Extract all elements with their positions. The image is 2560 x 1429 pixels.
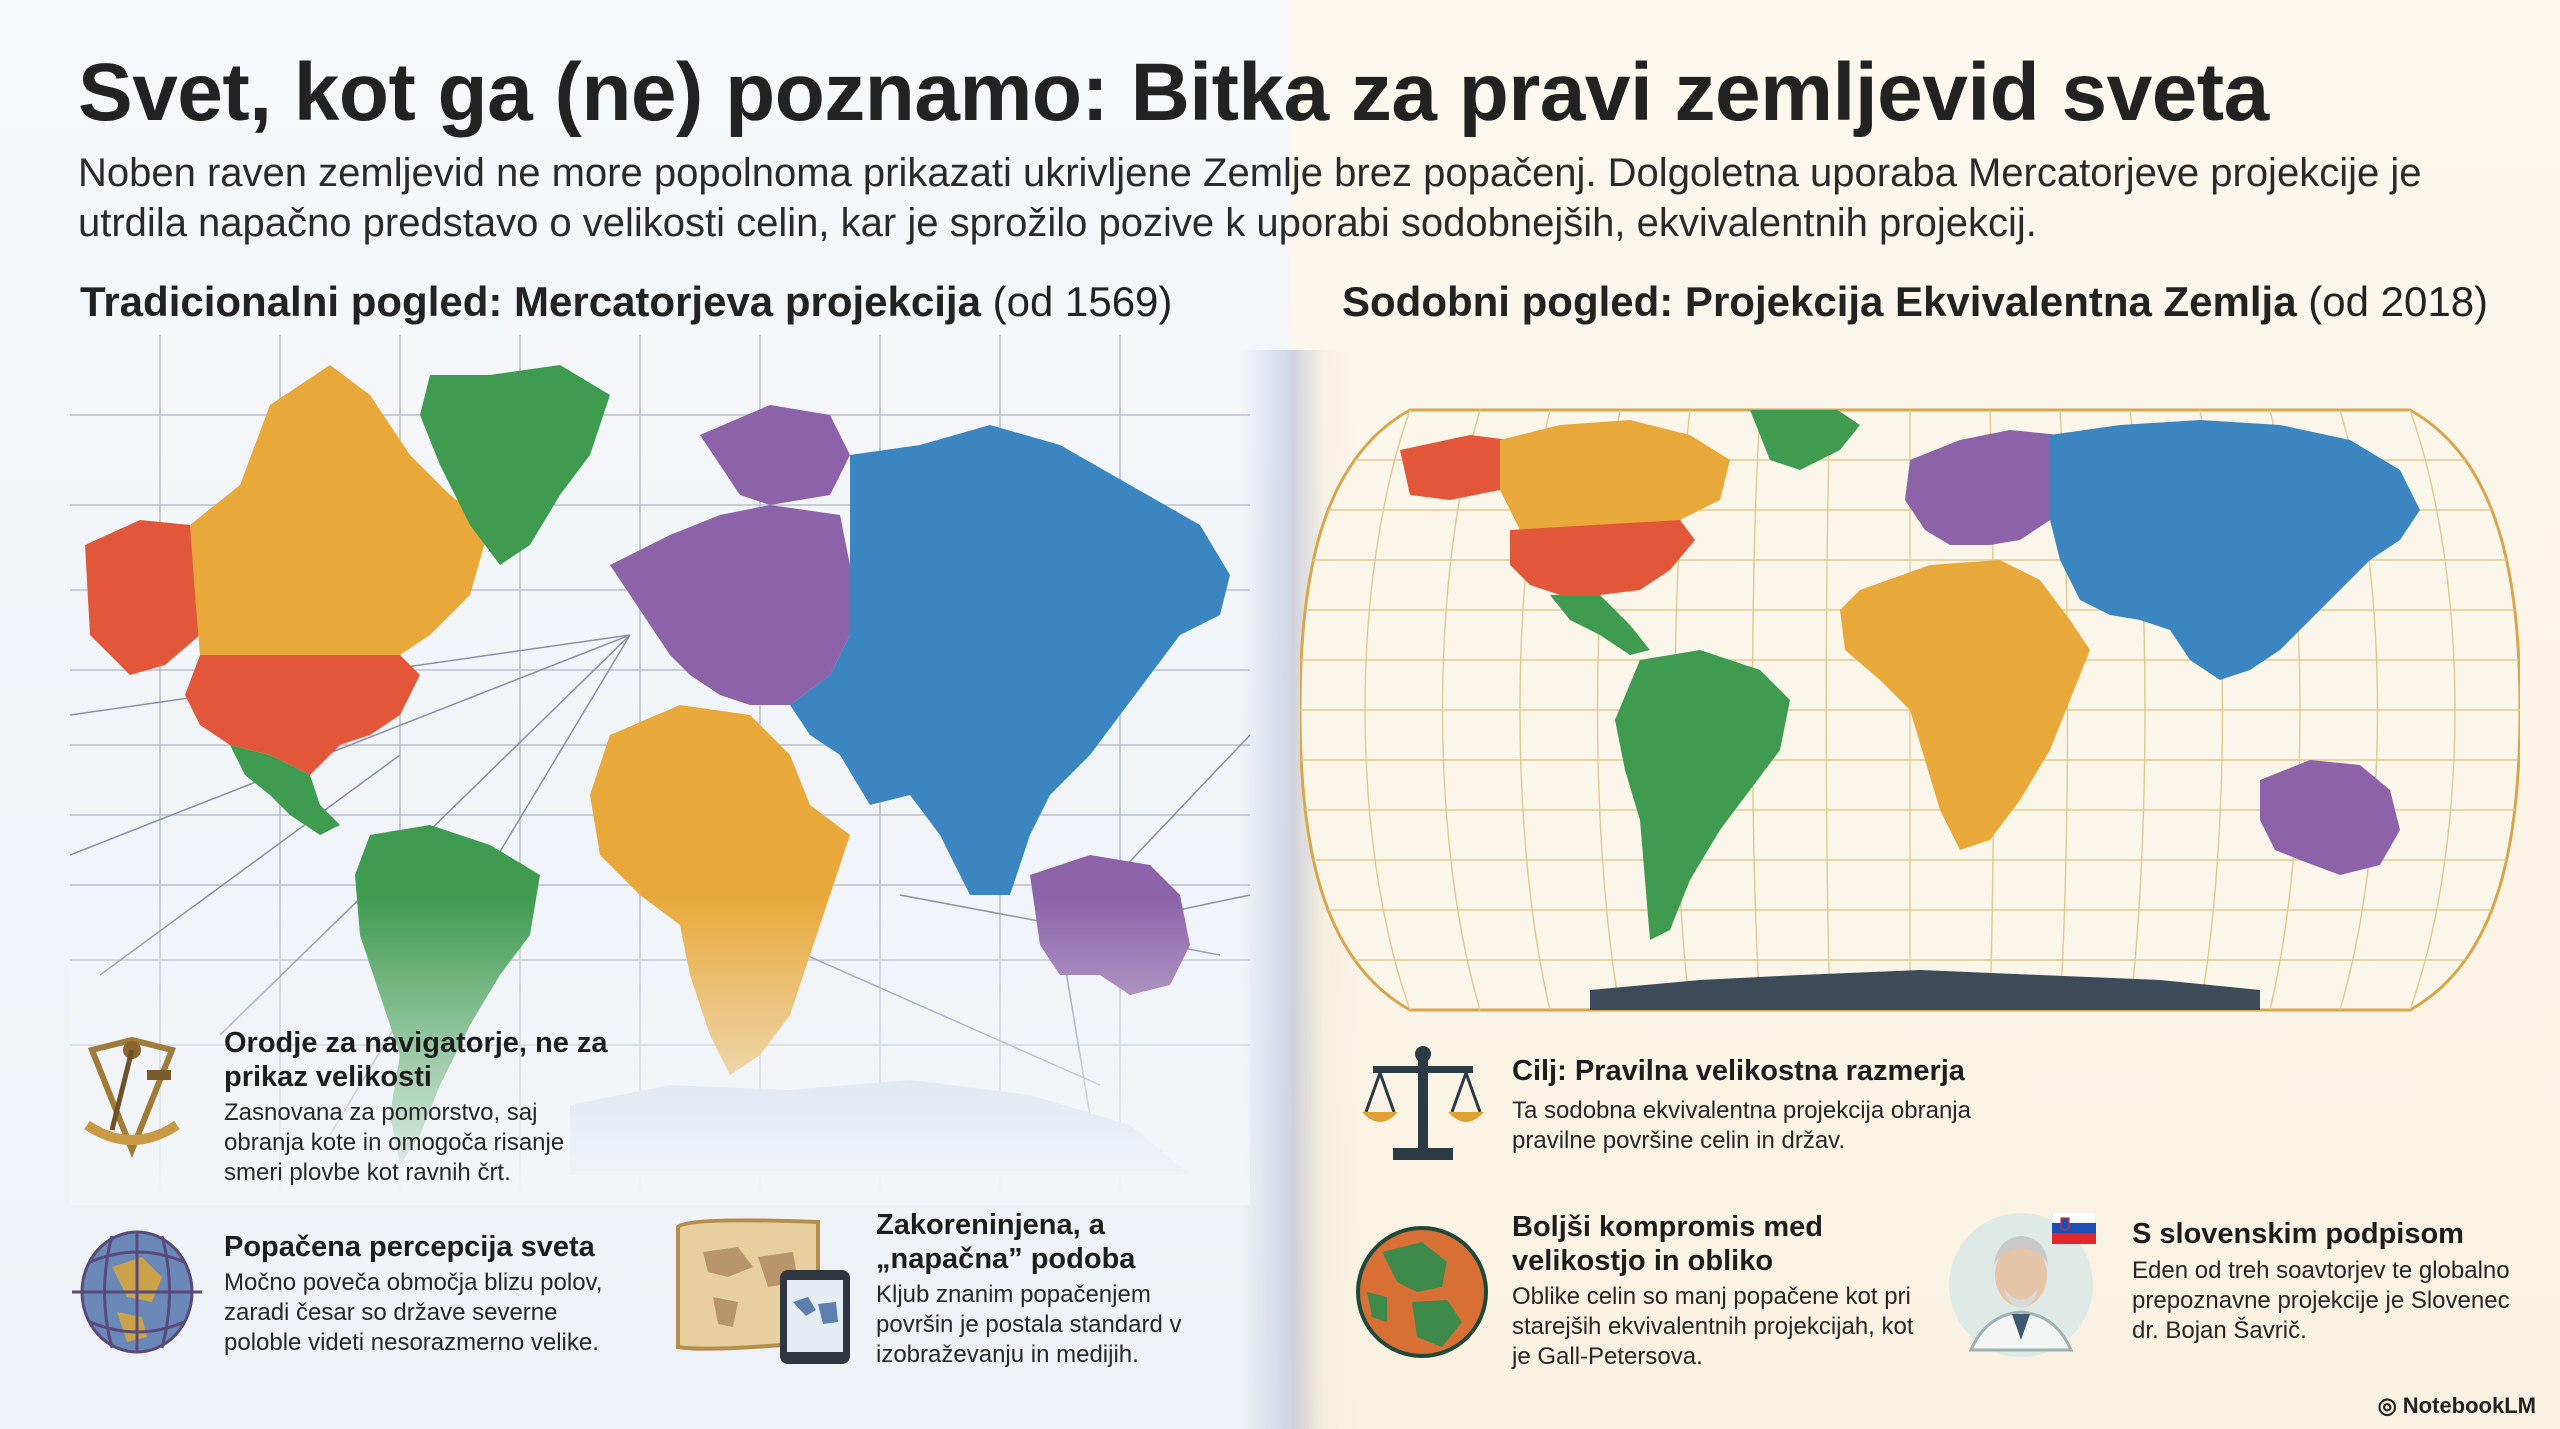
balance-scale-icon <box>1362 1046 1484 1160</box>
ee-africa-shape <box>1840 560 2090 850</box>
ee-canada-shape <box>1500 420 1730 530</box>
right-section-heading: Sodobni pogled: Projekcija Ekvivalentna … <box>1342 278 2488 326</box>
feature-title: S slovenskim podpisom <box>2132 1218 2464 1250</box>
usa-shape <box>185 655 420 775</box>
brand-watermark: ◎ NotebookLM <box>2378 1393 2536 1419</box>
feature-description: Kljub znanim popačenjem površin je posta… <box>876 1281 1182 1368</box>
alaska-shape <box>85 520 200 675</box>
right-heading-label: Sodobni pogled: Projekcija Ekvivalentna … <box>1342 278 2297 325</box>
feature-description: Ta sodobna ekvivalentna projekcija obran… <box>1512 1097 1971 1154</box>
left-heading-label: Tradicionalni pogled: Mercatorjeva proje… <box>80 278 981 325</box>
right-heading-year: (od 2018) <box>2308 278 2489 325</box>
ee-australia-shape <box>2260 760 2400 875</box>
europe-shape <box>610 505 850 705</box>
canada-shape <box>190 365 490 655</box>
left-heading-year: (od 1569) <box>992 278 1173 325</box>
scientist-portrait-icon <box>1949 1213 2093 1357</box>
feature-description: Močno poveča območja blizu polov, zaradi… <box>224 1269 603 1356</box>
ee-alaska-shape <box>1400 435 1510 500</box>
earth-globe-icon <box>1356 1226 1488 1358</box>
ee-greenland-shape <box>1750 410 1860 470</box>
feature-title: Popačena percepcija sveta <box>224 1231 595 1263</box>
ee-usa-shape <box>1510 520 1695 595</box>
feature-title: Zakoreninjena, a „napačna” podoba <box>876 1209 1136 1275</box>
feature-title: Boljši kompromis med velikostjo in oblik… <box>1512 1211 1824 1277</box>
scandinavia-shape <box>700 405 850 505</box>
ee-central-america-shape <box>1550 595 1650 655</box>
feature-description: Eden od treh soavtorjev te globalno prep… <box>2132 1257 2510 1344</box>
ee-asia-shape <box>2050 420 2420 680</box>
intro-paragraph: Noben raven zemljevid ne more popolnoma … <box>78 151 2422 245</box>
feature-description: Zasnovana za pomorstvo, saj obranja kote… <box>224 1099 565 1186</box>
ee-south-america-shape <box>1615 650 1790 940</box>
old-map-tablet-icon <box>676 1218 850 1364</box>
sextant-icon <box>84 1036 180 1159</box>
map-fade-overlay <box>70 895 1250 1205</box>
feature-description: Oblike celin so manj popačene kot pri st… <box>1512 1283 1914 1370</box>
feature-title: Orodje za navigatorje, ne za prikaz veli… <box>224 1027 608 1093</box>
brand-label: NotebookLM <box>2402 1393 2536 1418</box>
ee-antarctica-shape <box>1590 970 2260 1010</box>
equal-earth-map <box>1300 408 2520 1012</box>
slovenia-flag-icon <box>2052 1212 2096 1244</box>
feature-title: Cilj: Pravilna velikostna razmerja <box>1512 1055 1965 1087</box>
central-america-shape <box>230 745 340 835</box>
distorted-globe-icon <box>72 1230 202 1354</box>
page-title: Svet, kot ga (ne) poznamo: Bitka za prav… <box>78 47 2269 138</box>
greenland-shape <box>420 365 610 565</box>
asia-shape <box>790 425 1230 895</box>
ee-europe-shape <box>1905 430 2060 545</box>
left-section-heading: Tradicionalni pogled: Mercatorjeva proje… <box>80 278 1172 326</box>
mercator-map <box>70 335 1250 1205</box>
notebooklm-logo-icon: ◎ <box>2377 1393 2397 1418</box>
